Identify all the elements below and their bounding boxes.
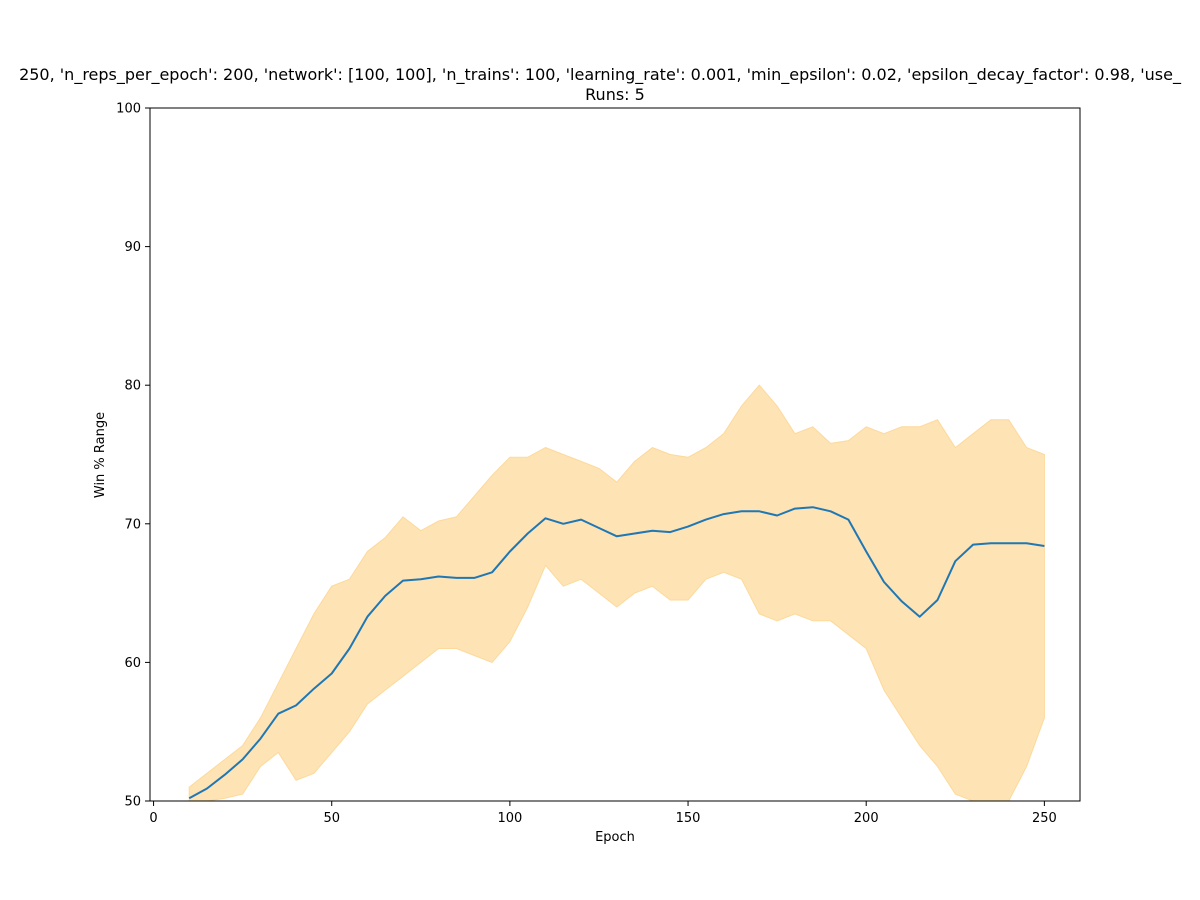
y-tick-label: 70 [124, 517, 141, 532]
x-tick-label: 0 [149, 811, 157, 826]
chart-subtitle: Runs: 5 [585, 85, 645, 104]
x-axis-label: Epoch [595, 830, 635, 845]
y-tick-label: 100 [116, 102, 141, 117]
y-axis-label: Win % Range [93, 412, 108, 498]
y-tick-label: 50 [124, 795, 141, 810]
mean-line [188, 506, 1045, 800]
y-tick-label: 80 [124, 379, 141, 394]
x-tick-label: 200 [854, 811, 879, 826]
range-band [188, 384, 1045, 802]
y-axis: 50 60 70 80 90 100 [116, 102, 150, 810]
y-tick-label: 60 [124, 656, 141, 671]
x-tick-label: 250 [1032, 811, 1057, 826]
chart-title: 250, 'n_reps_per_epoch': 200, 'network':… [19, 65, 1182, 85]
x-tick-label: 150 [676, 811, 701, 826]
plot-area [188, 384, 1045, 802]
x-tick-label: 50 [323, 811, 340, 826]
axes-frame [149, 107, 1081, 802]
y-tick-label: 90 [124, 240, 141, 255]
x-tick-label: 100 [497, 811, 522, 826]
x-axis: 0 50 100 150 200 250 [149, 801, 1057, 826]
